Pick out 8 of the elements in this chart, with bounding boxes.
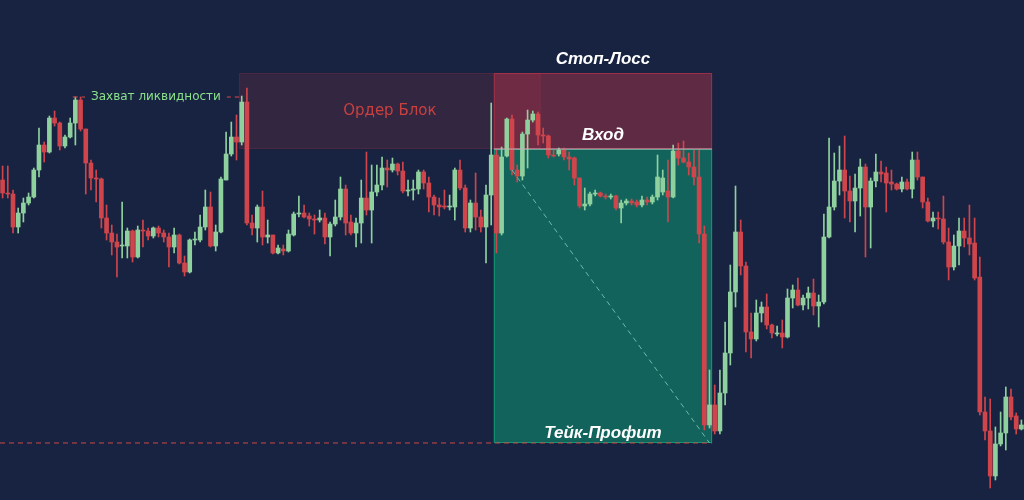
ref-line-label: Вход bbox=[581, 125, 624, 145]
band-label: Стоп-Лосс bbox=[555, 49, 651, 69]
candlestick bbox=[961, 217, 967, 248]
band-label: Ордер Блок bbox=[343, 100, 437, 119]
candlestick bbox=[816, 294, 822, 328]
ref-line-label: Захват ликвидности bbox=[91, 89, 221, 104]
candlestick bbox=[779, 319, 785, 349]
band-label: Тейк-Профит bbox=[544, 423, 662, 443]
